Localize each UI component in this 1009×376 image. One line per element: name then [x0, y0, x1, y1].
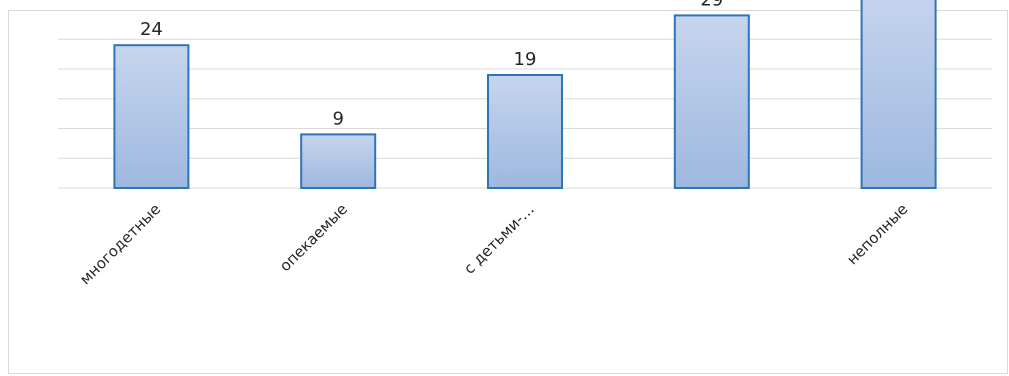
- category-label: многодетные: [76, 200, 164, 288]
- bar: [673, 14, 750, 190]
- bars: [113, 0, 937, 190]
- bar: [300, 133, 377, 189]
- category-label: неполные: [843, 200, 911, 268]
- data-label: 19: [514, 49, 537, 70]
- bar: [113, 44, 190, 190]
- gridlines: [58, 38, 992, 189]
- category-labels: многодетные опекаемые с детьми-… неполные: [76, 200, 911, 288]
- category-label: опекаемые: [276, 200, 351, 275]
- data-label: 24: [140, 19, 163, 40]
- data-label: 9: [332, 108, 343, 129]
- data-labels: 249192934: [140, 0, 723, 129]
- bar: [860, 0, 937, 190]
- bar: [487, 74, 563, 189]
- category-label: с детьми-…: [460, 200, 538, 278]
- data-label: 29: [700, 0, 723, 10]
